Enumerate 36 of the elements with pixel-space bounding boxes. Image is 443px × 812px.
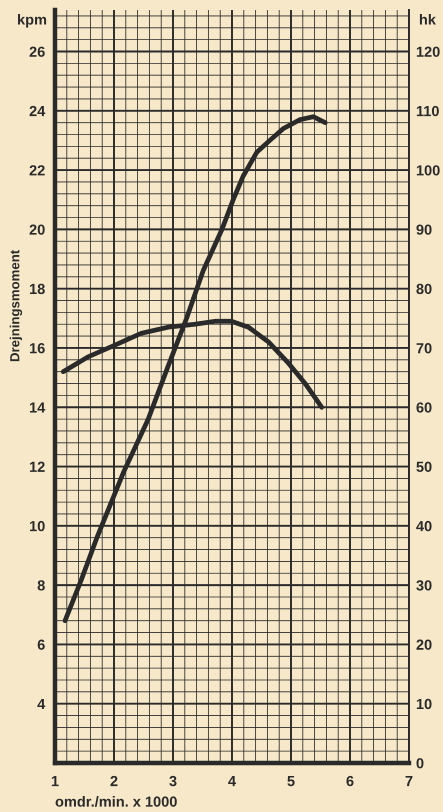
y2-tick-label: 30 xyxy=(416,580,432,591)
y-tick-label: 26 xyxy=(30,46,45,57)
x-tick-label: 5 xyxy=(287,776,295,786)
y-axis-title: Drejningsmoment xyxy=(10,250,22,362)
y2-tick-label: 40 xyxy=(416,520,432,532)
y-tick-label: 12 xyxy=(30,462,45,472)
y-tick-label: 4 xyxy=(37,698,46,709)
y-tick-label: 16 xyxy=(30,343,45,354)
y-tick-label: 22 xyxy=(30,165,45,176)
y2-tick-label: 90 xyxy=(416,224,432,235)
y2-tick-label: 80 xyxy=(416,284,432,294)
y2-tick-label: 100 xyxy=(416,165,440,176)
x-tick-label: 3 xyxy=(169,776,177,786)
y-tick-label: 8 xyxy=(38,580,45,591)
y-tick-label: 20 xyxy=(30,224,45,235)
y-tick-label: 14 xyxy=(30,402,46,413)
x-tick-label: 6 xyxy=(346,776,354,786)
y2-tick-label: 0 xyxy=(416,758,424,768)
y2-tick-label: 120 xyxy=(416,46,440,57)
text: kpm xyxy=(18,14,46,28)
y2-tick-label: 20 xyxy=(416,640,432,650)
y-tick-label: 18 xyxy=(30,284,45,294)
x-tick-label: 1 xyxy=(52,776,59,786)
y2-tick-label: 110 xyxy=(416,106,439,116)
y-tick-label: 6 xyxy=(38,640,45,650)
x-axis-title: omdr./min. x 1000 xyxy=(56,796,177,807)
x-tick-label: 4 xyxy=(228,776,236,786)
y2-tick-label: 60 xyxy=(416,402,432,413)
x-tick-label: 2 xyxy=(110,776,118,786)
y-tick-label: 10 xyxy=(30,520,45,532)
y2-tick-label: 50 xyxy=(416,462,432,472)
y2-tick-label: 10 xyxy=(416,698,432,710)
y2-axis-title: hk xyxy=(420,14,436,25)
y-tick-label: 24 xyxy=(30,106,46,116)
x-tick-label: 7 xyxy=(406,776,412,786)
y2-tick-label: 70 xyxy=(416,343,432,354)
